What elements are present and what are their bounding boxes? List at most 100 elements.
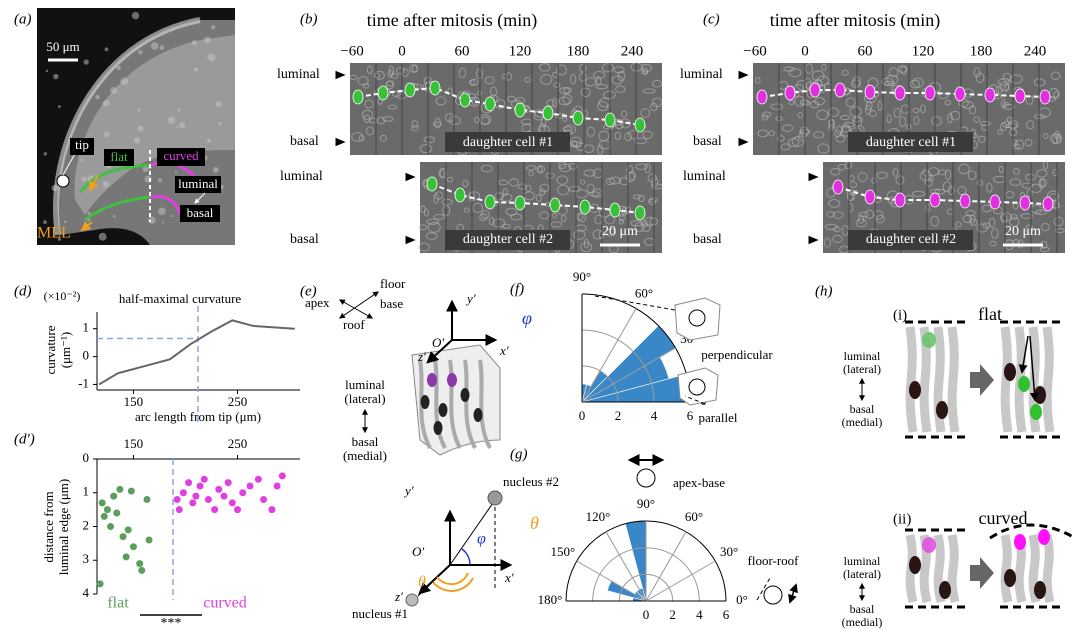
- texture: [113, 215, 116, 218]
- angle-tick-label: 30°: [720, 544, 738, 559]
- nucleus: [474, 408, 483, 422]
- angle-tick-label: 60°: [635, 286, 653, 301]
- time-label: 0: [398, 43, 406, 59]
- panel-title: time after mitosis (min): [770, 10, 940, 31]
- nucleus: [447, 373, 457, 387]
- cell: [960, 194, 970, 208]
- data-point: [97, 580, 104, 587]
- cell: [485, 97, 495, 111]
- data-point: [146, 537, 153, 544]
- label: curved: [163, 148, 199, 163]
- nucleus: [421, 395, 430, 409]
- cell: [833, 180, 843, 194]
- r-tick-label: 6: [723, 607, 730, 622]
- panel-label: (f): [510, 281, 524, 297]
- time-label: 180: [567, 43, 590, 59]
- label: curved: [979, 508, 1028, 528]
- icon: [675, 298, 720, 340]
- texture: [192, 40, 197, 45]
- angle-symbol: θ: [530, 513, 539, 533]
- cell: [405, 83, 415, 97]
- time-label: 60: [455, 43, 470, 59]
- angle-grid: [577, 561, 646, 601]
- data-point: [234, 506, 241, 513]
- texture: [53, 74, 58, 79]
- cell: [930, 193, 940, 207]
- data-line: [99, 320, 295, 384]
- data-point: [99, 499, 106, 506]
- x-tick-label: 150: [124, 394, 144, 409]
- label: y′: [465, 291, 476, 306]
- texture: [44, 152, 47, 155]
- time-label: 60: [858, 43, 873, 59]
- data-point: [229, 499, 236, 506]
- cell: [485, 195, 495, 209]
- cell: [378, 86, 388, 100]
- y-tick-label: 0: [83, 348, 90, 363]
- cell: [925, 86, 935, 100]
- r-tick-label: 0: [579, 408, 586, 423]
- transition-arrow: [970, 557, 994, 589]
- data-point: [136, 560, 143, 567]
- nucleus: [434, 421, 443, 435]
- label: roof: [343, 317, 365, 332]
- panel-label: (d): [14, 283, 32, 299]
- data-point: [268, 506, 275, 513]
- label: floor: [380, 276, 406, 291]
- data-point: [116, 486, 123, 493]
- label: daughter cell #1: [866, 135, 956, 150]
- x-tick-label: 250: [228, 436, 248, 451]
- y-tick-label: 0: [83, 450, 90, 465]
- data-point: [279, 472, 286, 479]
- cell: [573, 111, 583, 125]
- label: (medial): [842, 615, 883, 629]
- cell: [460, 93, 470, 107]
- cell-outline: [952, 535, 955, 602]
- cell: [430, 81, 440, 95]
- scale-label: 50 μm: [46, 39, 79, 54]
- label: basal: [290, 232, 319, 247]
- chart-title: half-maximal curvature: [119, 291, 242, 306]
- cell: [757, 90, 767, 104]
- texture: [216, 101, 222, 107]
- mitotic-cell: [922, 537, 936, 553]
- annotation: perpendicular: [701, 347, 773, 362]
- cell-outline: [952, 327, 955, 432]
- angle-tick-label: 60°: [685, 509, 703, 524]
- texture: [178, 109, 181, 112]
- cell: [580, 200, 590, 214]
- texture: [81, 177, 86, 182]
- data-point: [174, 496, 181, 503]
- annotation: parallel: [699, 410, 738, 425]
- data-point: [205, 496, 212, 503]
- data-point: [197, 483, 204, 490]
- texture: [218, 122, 221, 125]
- data-point: [201, 476, 208, 483]
- icon: [678, 368, 718, 405]
- texture: [134, 137, 141, 144]
- figure-layer: 50 μmtipflatcurvedluminalbasalMEL(a)(b)t…: [14, 8, 1075, 629]
- cell: [955, 87, 965, 101]
- significance: ***: [161, 616, 182, 629]
- texture: [208, 53, 216, 61]
- y-axis-label: (μm⁻¹): [58, 332, 73, 369]
- label: θ: [418, 574, 426, 591]
- data-point: [125, 526, 132, 533]
- label: basal: [850, 602, 875, 616]
- r-tick-label: 2: [669, 607, 676, 622]
- label: (lateral): [843, 362, 881, 376]
- data-point: [192, 493, 199, 500]
- panel-label: (c): [703, 11, 720, 27]
- data-point: [260, 496, 267, 503]
- data-point: [120, 533, 127, 540]
- time-label: 120: [912, 43, 935, 59]
- theta-arc: [437, 573, 468, 584]
- texture: [46, 70, 48, 72]
- texture: [160, 45, 165, 50]
- side-arrow: [335, 137, 347, 147]
- nucleus: [439, 403, 448, 417]
- cell: [835, 83, 845, 97]
- time-label: 240: [621, 43, 644, 59]
- cell: [543, 106, 553, 120]
- cell: [865, 190, 875, 204]
